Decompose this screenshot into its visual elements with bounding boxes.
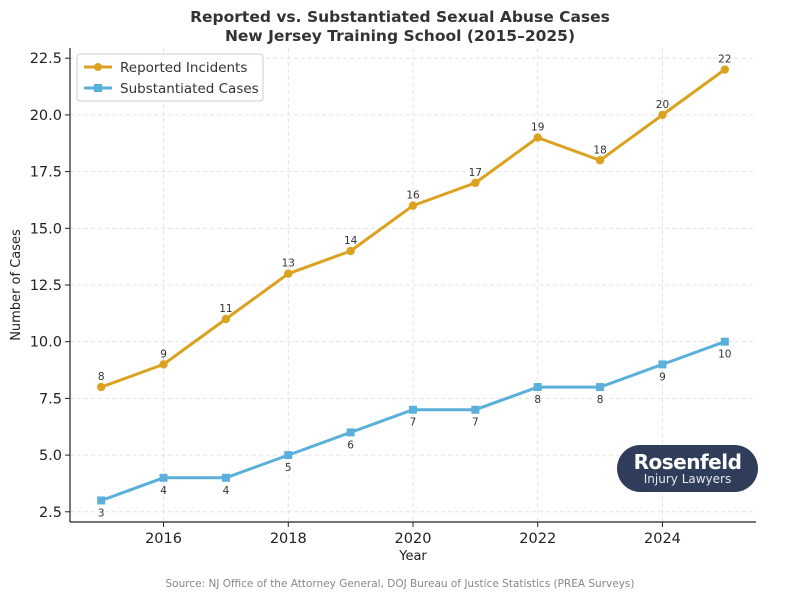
data-label: 8 bbox=[597, 394, 604, 406]
data-point bbox=[658, 110, 667, 120]
data-point bbox=[720, 65, 730, 74]
data-label: 4 bbox=[223, 485, 230, 497]
data-point bbox=[159, 360, 168, 369]
data-point bbox=[720, 337, 729, 346]
data-label: 7 bbox=[472, 417, 479, 429]
x-tick-label: 2020 bbox=[395, 531, 432, 547]
data-point bbox=[533, 133, 542, 142]
data-label: 14 bbox=[344, 235, 358, 247]
y-axis-label: Number of Cases bbox=[9, 229, 24, 341]
data-label: 9 bbox=[659, 371, 666, 383]
data-label: 22 bbox=[718, 54, 731, 66]
data-point bbox=[409, 405, 417, 414]
legend-marker bbox=[94, 63, 102, 71]
y-tick-label: 22.5 bbox=[30, 51, 62, 67]
data-label: 10 bbox=[718, 349, 731, 361]
logo-name: Rosenfeld bbox=[633, 450, 742, 474]
data-point bbox=[346, 428, 355, 437]
data-point bbox=[346, 246, 355, 256]
data-label: 9 bbox=[160, 348, 167, 360]
data-point bbox=[408, 201, 418, 210]
data-label: 20 bbox=[656, 99, 669, 111]
y-tick-label: 7.5 bbox=[39, 391, 62, 407]
data-point bbox=[159, 473, 168, 482]
source-note: Source: NJ Office of the Attorney Genera… bbox=[165, 578, 635, 590]
data-label: 8 bbox=[98, 371, 105, 383]
data-label: 17 bbox=[469, 167, 482, 179]
data-point bbox=[471, 405, 480, 414]
data-point bbox=[471, 178, 480, 188]
data-point bbox=[284, 269, 293, 278]
logo-tagline: Injury Lawyers bbox=[643, 472, 732, 486]
legend-label: Substantiated Cases bbox=[120, 81, 259, 97]
legend-label: Reported Incidents bbox=[120, 60, 247, 76]
data-point bbox=[221, 314, 231, 324]
y-tick-label: 17.5 bbox=[30, 165, 62, 181]
x-tick-label: 2022 bbox=[519, 531, 556, 547]
y-tick-label: 2.5 bbox=[39, 505, 62, 521]
legend: Reported Incidents Substantiated Cases bbox=[76, 53, 264, 102]
data-label: 4 bbox=[160, 485, 167, 497]
data-point bbox=[284, 451, 293, 460]
data-label: 5 bbox=[285, 462, 292, 474]
y-tick-label: 20.0 bbox=[30, 108, 62, 124]
data-point bbox=[595, 156, 605, 165]
data-label: 8 bbox=[534, 394, 541, 406]
rosenfeld-logo: Rosenfeld Injury Lawyers bbox=[617, 445, 758, 492]
x-tick-label: 2024 bbox=[644, 531, 681, 547]
x-tick-label: 2016 bbox=[145, 531, 182, 547]
data-point bbox=[533, 383, 542, 392]
legend-box bbox=[76, 53, 264, 102]
data-label: 3 bbox=[98, 507, 105, 519]
chart-subtitle: New Jersey Training School (2015–2025) bbox=[224, 27, 576, 45]
y-tick-label: 15.0 bbox=[30, 221, 62, 237]
x-axis-label: Year bbox=[398, 549, 427, 564]
data-label: 13 bbox=[282, 258, 295, 270]
data-point bbox=[596, 383, 605, 392]
legend-marker bbox=[94, 84, 102, 92]
data-label: 19 bbox=[531, 122, 544, 134]
data-label: 7 bbox=[410, 417, 417, 429]
y-tick-label: 5.0 bbox=[39, 448, 62, 464]
x-tick-label: 2018 bbox=[270, 531, 307, 547]
data-label: 16 bbox=[406, 190, 420, 202]
chart-title: Reported vs. Substantiated Sexual Abuse … bbox=[190, 8, 610, 26]
data-point bbox=[221, 473, 230, 482]
data-point bbox=[658, 360, 667, 369]
data-point bbox=[97, 496, 106, 505]
data-label: 6 bbox=[347, 439, 354, 451]
y-tick-label: 12.5 bbox=[30, 278, 62, 294]
data-point bbox=[96, 382, 106, 392]
data-label: 11 bbox=[219, 303, 232, 315]
data-label: 18 bbox=[593, 144, 606, 156]
y-tick-label: 10.0 bbox=[30, 335, 62, 351]
